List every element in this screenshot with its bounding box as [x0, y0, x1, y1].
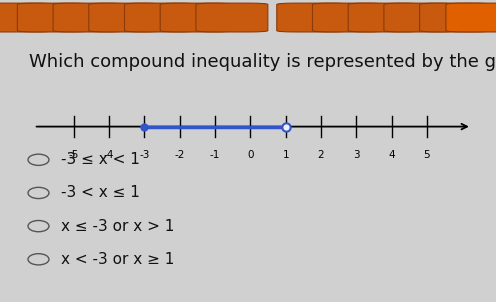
- FancyBboxPatch shape: [124, 3, 196, 32]
- Text: Which compound inequality is represented by the graph?: Which compound inequality is represented…: [29, 53, 496, 71]
- Text: 3: 3: [353, 149, 360, 159]
- Text: -5: -5: [68, 149, 79, 159]
- Text: x < -3 or x ≥ 1: x < -3 or x ≥ 1: [61, 252, 174, 267]
- Text: -4: -4: [104, 149, 114, 159]
- Text: -1: -1: [210, 149, 220, 159]
- Text: -3 ≤ x < 1: -3 ≤ x < 1: [61, 152, 140, 167]
- Text: 4: 4: [388, 149, 395, 159]
- FancyBboxPatch shape: [53, 3, 125, 32]
- FancyBboxPatch shape: [0, 3, 54, 32]
- FancyBboxPatch shape: [196, 3, 268, 32]
- Text: x ≤ -3 or x > 1: x ≤ -3 or x > 1: [61, 219, 174, 234]
- FancyBboxPatch shape: [277, 3, 349, 32]
- Text: -3 < x ≤ 1: -3 < x ≤ 1: [61, 185, 140, 201]
- FancyBboxPatch shape: [420, 3, 492, 32]
- Text: 0: 0: [247, 149, 253, 159]
- FancyBboxPatch shape: [446, 3, 496, 32]
- FancyBboxPatch shape: [17, 3, 89, 32]
- FancyBboxPatch shape: [312, 3, 384, 32]
- Text: -3: -3: [139, 149, 150, 159]
- Text: 1: 1: [282, 149, 289, 159]
- FancyBboxPatch shape: [89, 3, 161, 32]
- Text: 2: 2: [318, 149, 324, 159]
- Text: 5: 5: [424, 149, 430, 159]
- Text: -2: -2: [175, 149, 185, 159]
- FancyBboxPatch shape: [160, 3, 232, 32]
- FancyBboxPatch shape: [384, 3, 456, 32]
- FancyBboxPatch shape: [348, 3, 420, 32]
